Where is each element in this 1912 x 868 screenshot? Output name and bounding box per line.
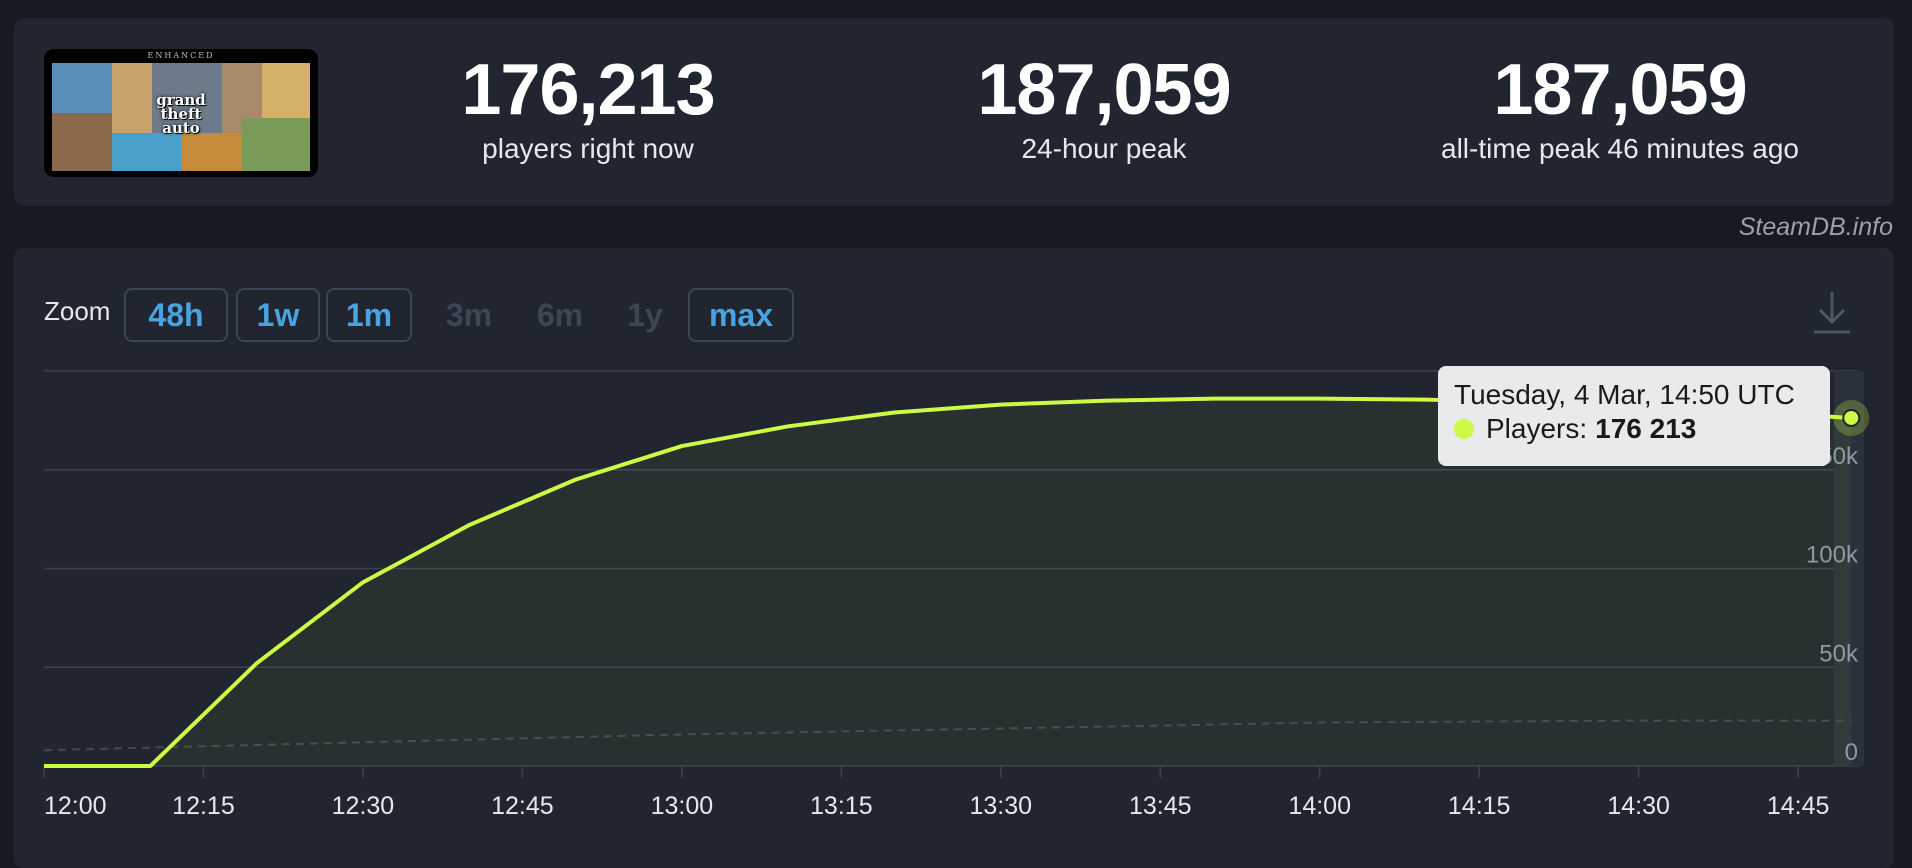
- x-tick-label: 12:00: [44, 792, 107, 820]
- tooltip-value: 176 213: [1595, 413, 1697, 444]
- x-tick-label: 13:45: [1129, 792, 1192, 820]
- chart-tooltip: Tuesday, 4 Mar, 14:50 UTC Players: 176 2…: [1438, 366, 1830, 466]
- all-time-peak-label: all-time peak 46 minutes ago: [1441, 133, 1799, 164]
- all-time-peak-value: 187,059: [1493, 50, 1747, 130]
- data-point: [148, 764, 152, 768]
- x-tick-label: 13:00: [651, 792, 714, 820]
- zoom-6m-button[interactable]: 6m: [536, 296, 584, 333]
- x-tick-label: 12:15: [172, 792, 235, 820]
- x-tick-label: 14:30: [1607, 792, 1670, 820]
- stat-all-time-peak: 187,059 all-time peak 46 minutes ago: [1400, 48, 1840, 166]
- zoom-1w-button[interactable]: 1w: [236, 288, 320, 342]
- zoom-1m-button[interactable]: 1m: [326, 288, 412, 342]
- stat-current-players: 176,213 players right now: [368, 48, 808, 166]
- zoom-max-button[interactable]: max: [688, 288, 794, 342]
- zoom-label: Zoom: [44, 296, 111, 326]
- x-tick-label: 12:45: [491, 792, 554, 820]
- hover-point: [1842, 408, 1861, 427]
- data-point: [786, 424, 790, 428]
- data-point: [574, 478, 578, 482]
- steamdb-watermark[interactable]: SteamDB.info: [1738, 213, 1893, 241]
- zoom-48h-button[interactable]: 48h: [124, 288, 228, 342]
- download-icon[interactable]: [1810, 288, 1854, 336]
- y-tick-label: 100k: [1806, 542, 1859, 569]
- hover-band: [1834, 371, 1864, 766]
- x-tick-label: 13:30: [970, 792, 1033, 820]
- x-tick-label: 14:15: [1448, 792, 1511, 820]
- data-point: [255, 661, 259, 665]
- current-players-label: players right now: [482, 133, 694, 164]
- players-area-fill: [44, 398, 1852, 766]
- game-cover-image[interactable]: ENHANCED grand theft auto: [44, 49, 318, 177]
- current-players-value: 176,213: [461, 50, 715, 130]
- y-tick-label: 0: [1845, 739, 1858, 766]
- zoom-1y-button[interactable]: 1y: [627, 296, 663, 333]
- game-art-banner: ENHANCED: [147, 51, 215, 60]
- data-point: [1105, 399, 1109, 403]
- chart-panel: Zoom 48h 1w 1m 3m 6m 1y max 0 50k 100k 150k…: [14, 248, 1894, 868]
- game-logo: grand theft auto: [156, 91, 206, 137]
- peak-24h-value: 187,059: [977, 50, 1231, 130]
- stats-panel: ENHANCED grand theft auto 176,213 player…: [14, 18, 1894, 206]
- tooltip-series-label: Players:: [1486, 413, 1588, 444]
- x-tick-label: 12:30: [332, 792, 395, 820]
- tooltip-date: Tuesday, 4 Mar, 14:50 UTC: [1454, 379, 1795, 410]
- data-point: [892, 410, 896, 414]
- data-point: [1318, 397, 1322, 401]
- y-tick-label: 50k: [1819, 640, 1859, 667]
- data-point: [361, 580, 365, 584]
- x-tick-label: 14:45: [1767, 792, 1830, 820]
- data-point: [1211, 397, 1215, 401]
- data-point: [1424, 398, 1428, 402]
- secondary-series-line: [43, 719, 1852, 752]
- data-point: [467, 523, 471, 527]
- x-tick-label: 13:15: [810, 792, 873, 820]
- data-point: [680, 444, 684, 448]
- x-tick-label: 14:00: [1288, 792, 1351, 820]
- peak-24h-label: 24-hour peak: [1021, 133, 1187, 164]
- tooltip-series-dot-icon: [1454, 419, 1474, 439]
- game-art-collage: grand theft auto: [52, 63, 310, 171]
- data-point: [999, 403, 1003, 407]
- zoom-3m-button[interactable]: 3m: [445, 296, 493, 333]
- stat-24h-peak: 187,059 24-hour peak: [884, 48, 1324, 166]
- data-point: [42, 764, 46, 768]
